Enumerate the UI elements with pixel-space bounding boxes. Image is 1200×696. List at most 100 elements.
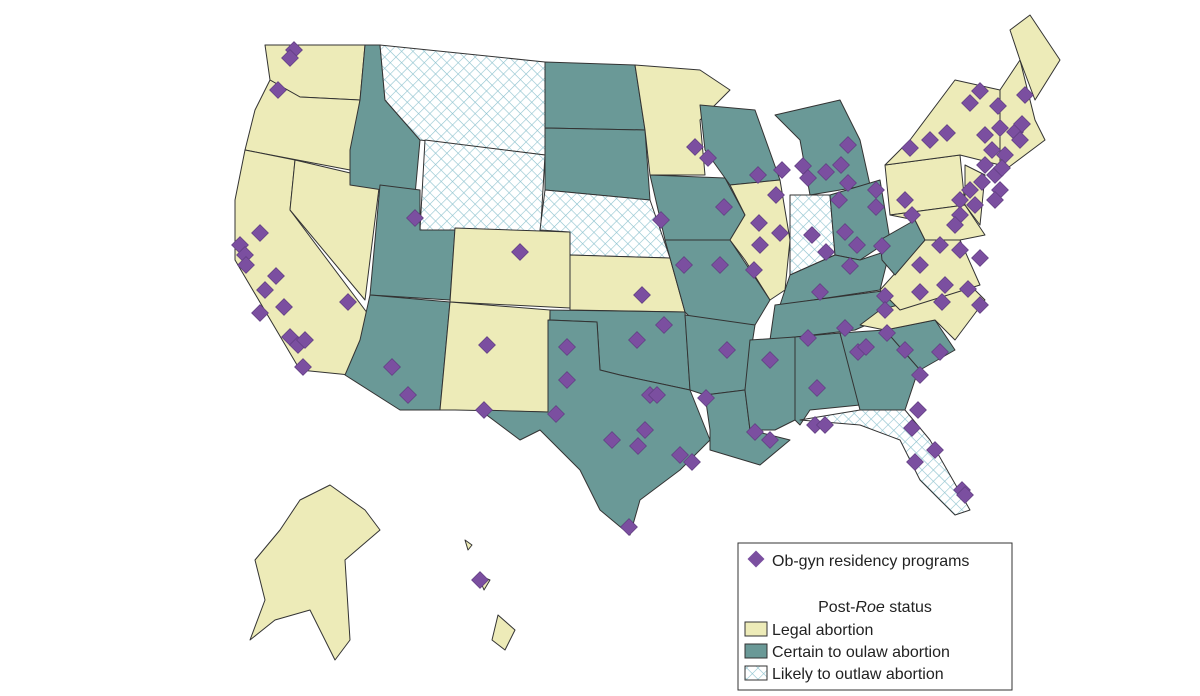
program-marker	[547, 405, 565, 423]
program-marker	[620, 518, 638, 536]
program-marker	[946, 216, 964, 234]
legend-items: Legal abortion Certain to oulaw abortion L…	[744, 621, 950, 683]
program-marker	[339, 293, 357, 311]
program-marker	[383, 358, 401, 376]
state	[569, 254, 686, 313]
program-marker	[699, 149, 717, 167]
program-marker	[911, 283, 929, 301]
program-marker	[558, 371, 576, 389]
program-marker	[867, 181, 885, 199]
program-marker	[933, 293, 951, 311]
program-marker	[628, 331, 646, 349]
program-marker	[808, 379, 826, 397]
states	[234, 14, 1061, 661]
program-marker	[636, 421, 654, 439]
state	[699, 104, 781, 186]
legend-label: Likely to outlaw abortion	[772, 666, 944, 683]
program-marker	[951, 191, 969, 209]
legend-swatch	[744, 643, 768, 659]
program-marker	[867, 198, 885, 216]
legend-label: Legal abortion	[772, 622, 873, 639]
state	[491, 614, 516, 651]
program-marker	[648, 386, 666, 404]
program-marker	[761, 351, 779, 369]
program-marker	[836, 319, 854, 337]
program-marker	[281, 49, 299, 67]
program-markers	[231, 41, 1034, 589]
program-marker	[803, 226, 821, 244]
legend-title-emphasis: Roe	[855, 599, 884, 616]
program-marker	[983, 141, 1001, 159]
program-marker	[652, 211, 670, 229]
program-marker	[993, 159, 1011, 177]
program-marker	[237, 256, 255, 274]
program-marker	[848, 236, 866, 254]
program-marker	[478, 336, 496, 354]
state	[774, 99, 871, 196]
program-marker	[817, 243, 835, 261]
program-marker	[911, 256, 929, 274]
program-marker	[256, 281, 274, 299]
program-marker	[876, 301, 894, 319]
program-marker	[686, 138, 704, 156]
state	[449, 227, 571, 309]
program-marker	[675, 256, 693, 274]
program-marker	[959, 280, 977, 298]
program-marker	[903, 419, 921, 437]
legend-marker-label: Ob-gyn residency programs	[772, 553, 969, 570]
program-marker	[715, 198, 733, 216]
program-marker	[832, 156, 850, 174]
state	[479, 319, 711, 536]
legend-title: Post-Roe status	[818, 599, 932, 616]
program-marker	[773, 161, 791, 179]
program-marker	[830, 191, 848, 209]
program-marker	[767, 186, 785, 204]
program-marker	[921, 131, 939, 149]
program-marker	[671, 446, 689, 464]
legend-swatch	[744, 665, 768, 681]
state	[249, 484, 381, 661]
program-marker	[1013, 115, 1031, 133]
program-marker	[399, 386, 417, 404]
program-marker	[275, 298, 293, 316]
program-marker	[926, 441, 944, 459]
program-marker	[903, 206, 921, 224]
program-marker	[750, 214, 768, 232]
program-marker	[745, 261, 763, 279]
program-marker	[839, 174, 857, 192]
program-marker	[971, 296, 989, 314]
program-marker	[857, 338, 875, 356]
program-marker	[817, 163, 835, 181]
program-marker	[1011, 131, 1029, 149]
program-marker	[718, 341, 736, 359]
program-marker	[471, 571, 489, 589]
state	[684, 314, 756, 396]
program-marker	[961, 181, 979, 199]
program-marker	[267, 267, 285, 285]
program-marker	[806, 416, 824, 434]
program-marker	[971, 249, 989, 267]
program-marker	[629, 437, 647, 455]
state	[544, 127, 651, 201]
program-marker	[896, 191, 914, 209]
program-marker	[911, 366, 929, 384]
program-marker	[1016, 86, 1034, 104]
program-marker	[296, 331, 314, 349]
program-marker	[996, 146, 1014, 164]
legend-box	[737, 542, 1013, 691]
state	[1009, 14, 1061, 101]
program-marker	[971, 82, 989, 100]
program-marker	[976, 126, 994, 144]
legend-title-prefix: Post-	[818, 599, 855, 616]
program-marker	[811, 283, 829, 301]
program-marker	[251, 224, 269, 242]
program-marker	[697, 389, 715, 407]
program-marker	[841, 257, 859, 275]
state	[744, 336, 796, 431]
legend-title-suffix: status	[885, 599, 932, 616]
program-marker	[931, 236, 949, 254]
program-marker	[761, 431, 779, 449]
program-marker	[558, 338, 576, 356]
program-marker	[251, 304, 269, 322]
